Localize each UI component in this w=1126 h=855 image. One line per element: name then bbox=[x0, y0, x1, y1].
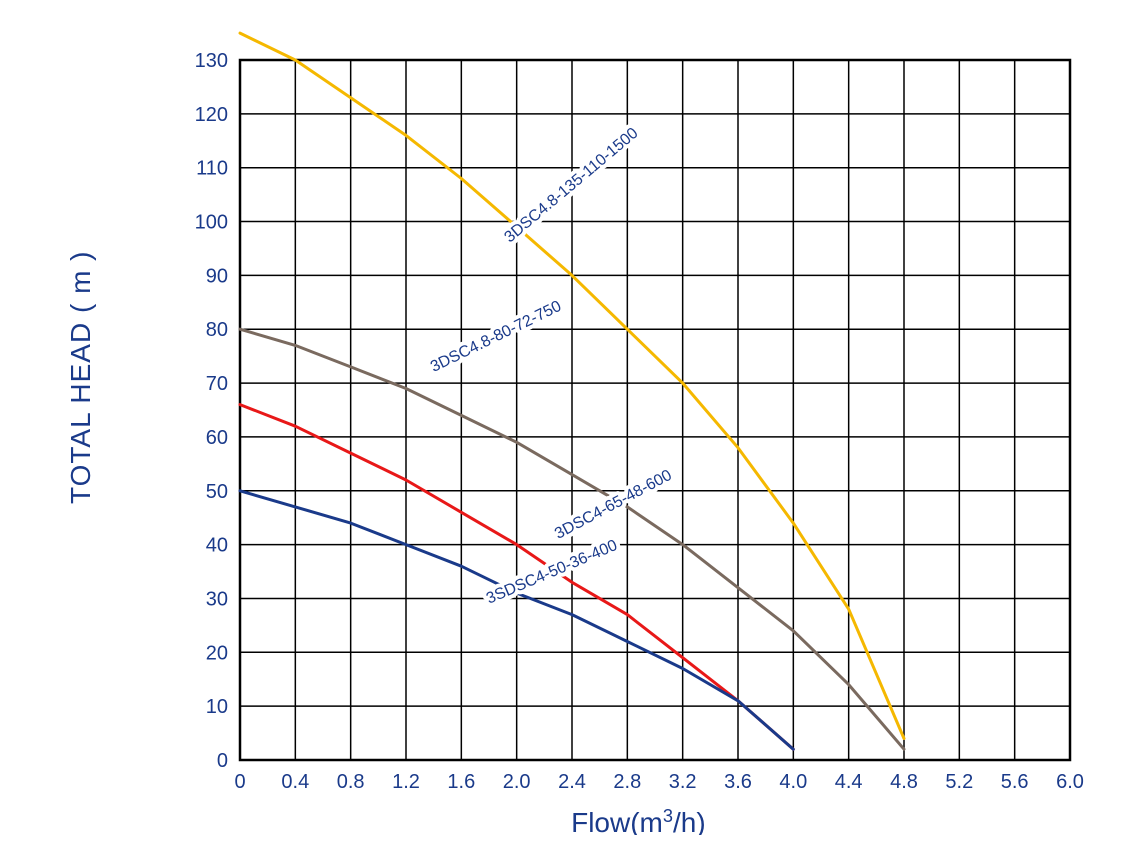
svg-text:80: 80 bbox=[206, 319, 228, 341]
svg-text:2.4: 2.4 bbox=[558, 771, 586, 793]
svg-text:0: 0 bbox=[234, 771, 245, 793]
svg-text:0.4: 0.4 bbox=[281, 771, 309, 793]
svg-text:90: 90 bbox=[206, 265, 228, 287]
chart-svg: 0 0.4 0.8 1.2 1.6 2.0 2.4 2.8 3.2 3.6 4.0 4.4 4.8 5.2… bbox=[20, 20, 1106, 835]
svg-text:4.8: 4.8 bbox=[890, 771, 918, 793]
svg-text:3.6: 3.6 bbox=[724, 771, 752, 793]
svg-text:10: 10 bbox=[206, 696, 228, 718]
svg-text:20: 20 bbox=[206, 642, 228, 664]
svg-text:1.6: 1.6 bbox=[447, 771, 475, 793]
svg-text:50: 50 bbox=[206, 481, 228, 503]
svg-text:4.4: 4.4 bbox=[835, 771, 863, 793]
svg-text:5.2: 5.2 bbox=[945, 771, 973, 793]
svg-text:6.0: 6.0 bbox=[1056, 771, 1084, 793]
pump-curve-chart: 0 0.4 0.8 1.2 1.6 2.0 2.4 2.8 3.2 3.6 4.0 4.4 4.8 5.2… bbox=[20, 20, 1106, 835]
svg-text:130: 130 bbox=[195, 50, 228, 72]
svg-text:30: 30 bbox=[206, 588, 228, 610]
svg-text:120: 120 bbox=[195, 104, 228, 126]
svg-text:TOTAL HEAD ( m ): TOTAL HEAD ( m ) bbox=[65, 251, 96, 505]
svg-text:2.8: 2.8 bbox=[613, 771, 641, 793]
svg-text:4.0: 4.0 bbox=[779, 771, 807, 793]
svg-text:0: 0 bbox=[217, 750, 228, 772]
svg-text:5.6: 5.6 bbox=[1001, 771, 1029, 793]
svg-text:3.2: 3.2 bbox=[669, 771, 697, 793]
svg-text:3DSC4.8-80-72-750: 3DSC4.8-80-72-750 bbox=[428, 298, 564, 376]
svg-text:60: 60 bbox=[206, 427, 228, 449]
svg-text:110: 110 bbox=[196, 158, 228, 180]
svg-text:40: 40 bbox=[206, 535, 228, 557]
svg-text:3DSC4-65-48-600: 3DSC4-65-48-600 bbox=[552, 467, 675, 543]
svg-text:1.2: 1.2 bbox=[392, 771, 420, 793]
svg-text:100: 100 bbox=[195, 212, 228, 234]
svg-text:2.0: 2.0 bbox=[503, 771, 531, 793]
svg-text:Flow(m3/h): Flow(m3/h) bbox=[571, 806, 706, 835]
svg-text:70: 70 bbox=[206, 373, 228, 395]
svg-text:0.8: 0.8 bbox=[337, 771, 365, 793]
